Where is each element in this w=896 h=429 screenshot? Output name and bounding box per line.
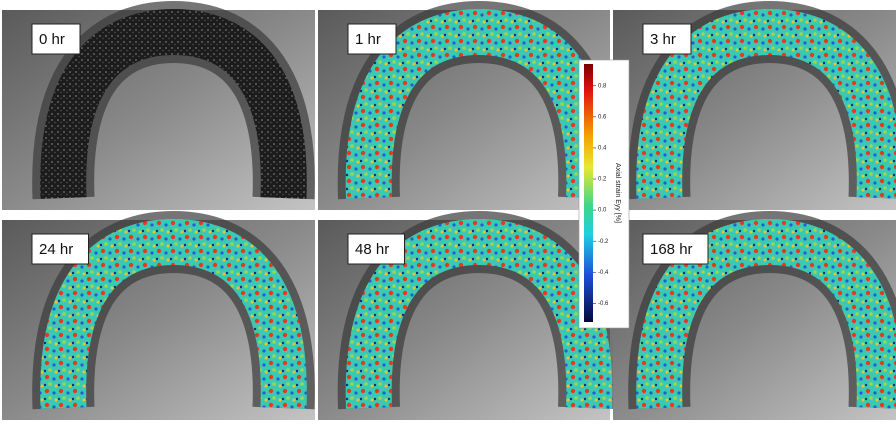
- panel: 1 hr: [318, 0, 621, 210]
- colorbar: Axial strain Eyy [%] 0.8 0.6 0.4 0.2 0.0 -0.2…: [578, 59, 630, 329]
- panel-label-box: [31, 23, 81, 55]
- arch: [40, 8, 307, 199]
- colorbar-tick-label: 0.2: [598, 177, 607, 183]
- colorbar-tick-label: 0.6: [598, 114, 607, 120]
- panel: 3 hr: [613, 0, 896, 210]
- colorbar-tick-label: -0.2: [598, 239, 609, 245]
- panel-label: 0 hr: [39, 31, 65, 48]
- colorbar-tick-label: 0.0: [598, 208, 607, 214]
- colorbar-gradient: [584, 64, 593, 322]
- panel: 168 hr: [613, 210, 896, 420]
- arch: [40, 218, 307, 409]
- panels: 0 hr 1 hr 3 hr 24 hr 48 hr 168 hr: [2, 0, 896, 420]
- panel-label-box: [642, 233, 709, 265]
- panel-label: 1 hr: [355, 31, 381, 48]
- colorbar-tick-label: 0.4: [598, 146, 607, 152]
- colorbar-tick-label: 0.8: [598, 83, 607, 89]
- panel-label-box: [347, 23, 397, 55]
- panel-label-box: [642, 23, 692, 55]
- arch: [636, 218, 896, 409]
- panel-label-box: [347, 233, 405, 265]
- panel-label: 48 hr: [355, 241, 389, 258]
- panel: 24 hr: [2, 210, 315, 420]
- panel-label: 3 hr: [650, 31, 676, 48]
- colorbar-tick-label: -0.6: [598, 301, 609, 307]
- panel: 48 hr: [318, 210, 621, 420]
- panel-label: 24 hr: [39, 241, 73, 258]
- arch: [345, 218, 613, 409]
- colorbar-label: Axial strain Eyy [%]: [614, 163, 621, 223]
- panel: 0 hr: [2, 0, 315, 210]
- arch: [636, 8, 896, 199]
- panel-label-box: [31, 233, 89, 265]
- arch: [345, 8, 613, 199]
- colorbar-tick-label: -0.4: [598, 270, 609, 276]
- panel-label: 168 hr: [650, 241, 693, 258]
